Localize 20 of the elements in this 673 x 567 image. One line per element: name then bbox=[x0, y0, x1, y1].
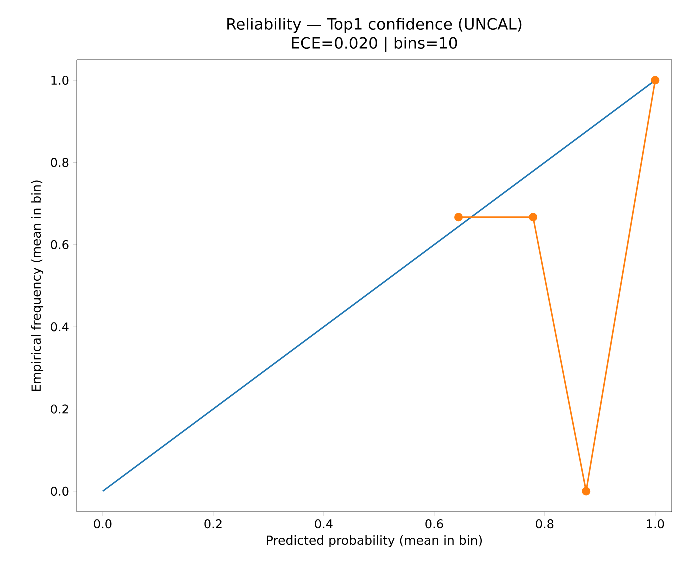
y-tick-label: 0.8 bbox=[51, 158, 69, 168]
point bbox=[651, 76, 660, 85]
point bbox=[582, 487, 591, 496]
x-tick-label: 0.6 bbox=[426, 520, 444, 529]
chart-subtitle: ECE=0.020 | bins=10 bbox=[292, 36, 458, 52]
y-tick-label: 0.2 bbox=[51, 404, 68, 414]
y-axis-title: Empirical frequency (mean in bin) bbox=[31, 180, 44, 392]
point bbox=[529, 213, 538, 222]
y-tick-label: 0.0 bbox=[51, 486, 69, 496]
y-tick-label: 0.6 bbox=[51, 240, 69, 250]
x-axis-title: Predicted probability (mean in bin) bbox=[267, 535, 482, 548]
y-tick-label: 0.4 bbox=[51, 322, 69, 332]
x-tick-label: 1.0 bbox=[647, 520, 664, 529]
chart-title: Reliability — Top1 confidence (UNCAL) bbox=[228, 18, 522, 34]
x-tick-label: 0.4 bbox=[315, 520, 333, 529]
x-tick-label: 0.0 bbox=[94, 520, 112, 529]
point bbox=[454, 213, 463, 222]
x-tick-label: 0.8 bbox=[536, 520, 554, 529]
y-tick-label: 1.0 bbox=[52, 76, 69, 86]
x-tick-label: 0.2 bbox=[204, 520, 222, 529]
